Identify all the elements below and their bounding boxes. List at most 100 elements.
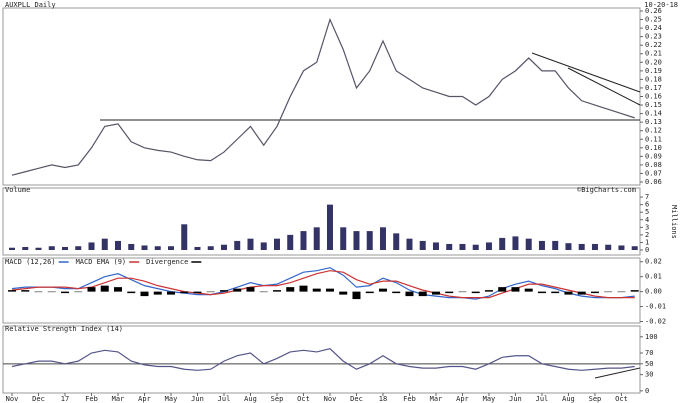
legend-label: MACD (12,26) — [5, 258, 56, 266]
bar — [432, 242, 439, 251]
bar — [325, 288, 334, 292]
price-panel — [2, 7, 641, 186]
y-tick-label: 0 — [645, 387, 649, 395]
chart-title: AUXPLL Daily — [5, 1, 56, 9]
bar — [552, 240, 559, 251]
x-tick-label: Dec — [32, 395, 45, 403]
x-tick-label: 18 — [379, 395, 387, 403]
y-axis-label: Millions — [670, 205, 678, 239]
bar — [339, 291, 348, 295]
y-tick-label: 0.26 — [645, 7, 662, 15]
y-tick-label: 0.00 — [645, 288, 662, 296]
y-tick-label: 4 — [645, 216, 649, 224]
x-tick-label: May — [483, 395, 496, 403]
y-tick-label: 0.22 — [645, 41, 662, 49]
y-tick-label: 0.19 — [645, 67, 662, 75]
y-tick-label: 0.06 — [645, 178, 662, 186]
y-tick-label: 0.16 — [645, 93, 662, 101]
bar — [194, 246, 201, 251]
bar — [287, 234, 294, 251]
y-tick-label: 0.24 — [645, 24, 662, 32]
bar — [418, 291, 427, 297]
bar — [471, 291, 480, 294]
x-tick-label: Mar — [112, 395, 125, 403]
x-tick-label: Apr — [138, 395, 151, 403]
bar — [180, 291, 189, 294]
y-tick-label: 0.14 — [645, 110, 662, 118]
bar — [631, 246, 638, 251]
bar — [153, 291, 162, 295]
bar — [75, 246, 82, 251]
bar — [259, 291, 268, 293]
bar — [353, 231, 360, 251]
resistance-trendline — [531, 52, 641, 93]
volume-panel — [2, 187, 641, 256]
bar — [393, 233, 400, 251]
bar — [511, 287, 520, 292]
bar — [141, 245, 148, 251]
bar — [299, 285, 308, 292]
y-tick-label: 0.09 — [645, 152, 662, 160]
bar — [128, 243, 135, 251]
y-tick-label: 0.15 — [645, 101, 662, 109]
x-tick-label: Oct — [297, 395, 310, 403]
bar — [352, 291, 361, 300]
legend-label: Divergence — [146, 258, 188, 266]
bar — [366, 231, 373, 251]
bar — [246, 287, 255, 292]
bar — [458, 291, 467, 293]
x-tick-label: Aug — [562, 395, 575, 403]
x-tick-label: Jun — [191, 395, 204, 403]
y-tick-label: 0.12 — [645, 127, 662, 135]
bar — [273, 238, 280, 251]
bar — [524, 288, 533, 292]
y-tick-label: 30 — [645, 371, 653, 379]
bar — [378, 288, 387, 292]
bar — [140, 291, 149, 297]
bar — [326, 204, 333, 251]
y-tick-label: 0.11 — [645, 135, 662, 143]
x-tick-label: Sep — [271, 395, 284, 403]
bar — [498, 287, 507, 292]
bar — [392, 291, 401, 294]
bar — [48, 246, 55, 251]
bar — [87, 287, 96, 292]
series-line — [11, 348, 635, 371]
bar — [484, 290, 493, 292]
bar — [419, 240, 426, 251]
y-tick-label: 7 — [645, 193, 649, 201]
bar — [459, 243, 466, 251]
y-tick-label: 0.20 — [645, 58, 662, 66]
bar — [234, 240, 241, 251]
x-tick-label: Jun — [509, 395, 522, 403]
x-tick-label: Nov — [6, 395, 19, 403]
x-tick-label: Aug — [244, 395, 257, 403]
bar — [485, 242, 492, 251]
bar — [193, 291, 202, 294]
source: ©BigCharts.com — [577, 186, 636, 194]
y-tick-label: 0.02 — [645, 258, 662, 266]
bar — [565, 243, 572, 251]
y-tick-label: 0.21 — [645, 50, 662, 58]
bar — [154, 246, 161, 251]
x-tick-label: Jul — [536, 395, 549, 403]
y-tick-label: 1 — [645, 238, 649, 246]
bar — [62, 246, 69, 251]
y-tick-label: 100 — [645, 333, 658, 341]
bar — [74, 291, 83, 293]
bar — [9, 247, 16, 251]
bar — [537, 291, 546, 294]
bar — [605, 244, 612, 251]
bar — [286, 287, 295, 292]
bar — [630, 290, 639, 292]
bar — [272, 290, 281, 292]
rsi-panel — [2, 325, 641, 394]
panel-title: Relative Strength Index (14) — [5, 325, 123, 333]
bar — [8, 290, 17, 292]
bar — [618, 245, 625, 251]
y-tick-label: 0.07 — [645, 169, 662, 177]
bar — [61, 291, 70, 294]
y-tick-label: 50 — [645, 360, 653, 368]
bar — [207, 246, 214, 251]
